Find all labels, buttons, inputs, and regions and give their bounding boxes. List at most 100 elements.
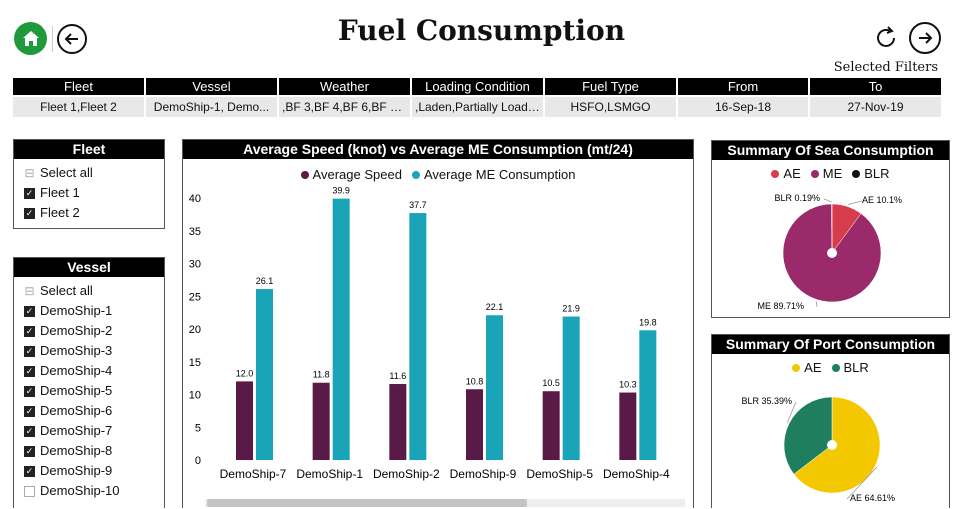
filter-header: Vessel: [146, 78, 277, 95]
y-tick-label: 10: [189, 390, 201, 402]
chart-title: Summary Of Port Consumption: [712, 335, 949, 354]
bar-average-me-consumption[interactable]: [256, 289, 273, 460]
pie-data-label: AE 64.61%: [850, 493, 895, 503]
bar-average-speed[interactable]: [619, 392, 637, 460]
vessel-slicer-title: Vessel: [14, 258, 164, 277]
vessel-slicer-item-label: DemoShip-5: [40, 383, 113, 398]
fleet-slicer-item-label: Select all: [40, 165, 93, 180]
checkbox-icon[interactable]: ✓: [24, 305, 35, 317]
checkbox-icon[interactable]: ✓: [24, 365, 35, 377]
filter-from: From 16-Sep-18: [678, 78, 808, 117]
arrow-left-icon: [64, 33, 78, 45]
bar-average-speed[interactable]: [236, 381, 253, 460]
vessel-slicer-item[interactable]: ✓ DemoShip-5: [14, 381, 164, 401]
back-button[interactable]: [57, 24, 87, 54]
filter-fuel-type: Fuel Type HSFO,LSMGO: [545, 78, 676, 117]
x-tick-label: DemoShip-9: [450, 467, 517, 481]
checkbox-icon[interactable]: ✓: [24, 425, 35, 437]
bar-average-speed[interactable]: [542, 391, 560, 460]
filter-loading-condition: Loading Condition ,Laden,Partially Loade…: [412, 78, 543, 117]
checkbox-icon[interactable]: ✓: [24, 465, 35, 477]
y-tick-label: 20: [189, 324, 201, 336]
checkbox-icon[interactable]: ✓: [24, 385, 35, 397]
vessel-slicer-item[interactable]: DemoShip-10: [14, 481, 164, 501]
bar-average-me-consumption[interactable]: [332, 198, 350, 460]
data-label: 10.3: [619, 380, 637, 390]
bar-average-me-consumption[interactable]: [486, 315, 503, 460]
x-tick-label: DemoShip-4: [603, 467, 670, 481]
checkbox-icon[interactable]: ✓: [24, 345, 35, 357]
refresh-icon: [877, 26, 895, 47]
vessel-slicer-item-label: DemoShip-9: [40, 463, 113, 478]
legend-item: Average ME Consumption: [411, 167, 575, 182]
pie-slice-blr[interactable]: [783, 396, 833, 475]
checkbox-icon[interactable]: ✓: [24, 405, 35, 417]
vessel-slicer-item[interactable]: ✓ DemoShip-7: [14, 421, 164, 441]
filter-header: Weather: [279, 78, 410, 95]
header-divider: [52, 26, 53, 52]
data-label: 19.8: [639, 317, 657, 327]
legend-swatch: [792, 364, 801, 372]
data-label: 39.9: [332, 186, 350, 196]
x-tick-label: DemoShip-2: [373, 467, 440, 481]
data-label: 26.1: [256, 276, 274, 286]
pie-slice-me[interactable]: [782, 203, 882, 303]
data-label: 22.1: [486, 302, 504, 312]
vessel-slicer-item[interactable]: ✓ DemoShip-1: [14, 301, 164, 321]
vessel-slicer-item[interactable]: ⊟ Select all: [14, 281, 164, 301]
pie-data-label: AE 10.1%: [862, 195, 902, 205]
vessel-slicer-item[interactable]: ✓ DemoShip-8: [14, 441, 164, 461]
bar-average-speed[interactable]: [389, 384, 407, 460]
checkbox-icon[interactable]: ✓: [24, 325, 35, 337]
chart-legend: Average Speed Average ME Consumption: [183, 167, 693, 182]
pie-center-hole: [827, 440, 837, 450]
checkbox-icon[interactable]: ✓: [24, 445, 35, 457]
x-tick-label: DemoShip-7: [220, 467, 287, 481]
page-title: Fuel Consumption: [337, 14, 626, 47]
filter-value: DemoShip-1, Demo...: [146, 97, 277, 117]
legend-item: ME: [810, 166, 842, 181]
legend-swatch: [810, 170, 819, 178]
home-button[interactable]: [14, 22, 47, 55]
fleet-slicer-item[interactable]: ✓ Fleet 2: [14, 203, 164, 223]
vessel-slicer-item[interactable]: ✓ DemoShip-4: [14, 361, 164, 381]
vessel-slicer-item[interactable]: ✓ DemoShip-6: [14, 401, 164, 421]
leader-line: [846, 466, 878, 500]
checkbox-icon[interactable]: [24, 485, 35, 497]
leader-line: [823, 198, 832, 203]
leader-line: [847, 200, 863, 205]
legend-label: BLR: [843, 360, 869, 375]
sea-consumption-chart: Summary Of Sea Consumption AE ME BLR AE 10…: [711, 140, 950, 318]
vessel-slicer-item[interactable]: ✓ DemoShip-2: [14, 321, 164, 341]
bar-average-me-consumption[interactable]: [409, 213, 427, 460]
checkbox-icon[interactable]: ⊟: [24, 283, 35, 298]
home-icon: [22, 30, 39, 46]
vessel-slicer-item-label: DemoShip-3: [40, 343, 113, 358]
refresh-button[interactable]: [872, 24, 900, 52]
filter-value: 16-Sep-18: [678, 97, 808, 117]
filter-header: To: [810, 78, 941, 95]
bar-chart-plot: 0 5 10 15 20 25 30 35 40 12.0 26.1 DemoShip-7 11.8 39…: [189, 186, 670, 481]
forward-button[interactable]: [909, 22, 941, 54]
checkbox-icon[interactable]: ⊟: [24, 165, 35, 180]
chart-scrollbar-track[interactable]: [205, 499, 685, 507]
bar-average-speed[interactable]: [466, 389, 483, 460]
fleet-slicer-item[interactable]: ⊟ Select all: [14, 163, 164, 183]
fleet-slicer-item[interactable]: ✓ Fleet 1: [14, 183, 164, 203]
vessel-slicer: Vessel ⊟ Select all ✓ DemoShip-1 ✓ DemoShip-2…: [13, 257, 165, 508]
checkbox-icon[interactable]: ✓: [24, 187, 35, 199]
legend-swatch: [852, 170, 861, 178]
bar-average-speed[interactable]: [312, 382, 330, 460]
bar-average-me-consumption[interactable]: [639, 330, 657, 460]
bar-average-me-consumption[interactable]: [562, 316, 580, 460]
filter-header: Fuel Type: [545, 78, 676, 95]
filter-value: HSFO,LSMGO: [545, 97, 676, 117]
vessel-slicer-item[interactable]: ✓ DemoShip-3: [14, 341, 164, 361]
checkbox-icon[interactable]: ✓: [24, 207, 35, 219]
chart-scrollbar-thumb[interactable]: [207, 499, 527, 507]
x-tick-label: DemoShip-1: [296, 467, 363, 481]
filter-to: To 27-Nov-19: [810, 78, 941, 117]
vessel-slicer-item[interactable]: ✓ DemoShip-9: [14, 461, 164, 481]
pie-slice-blr[interactable]: [831, 203, 833, 254]
y-tick-label: 0: [195, 455, 201, 467]
